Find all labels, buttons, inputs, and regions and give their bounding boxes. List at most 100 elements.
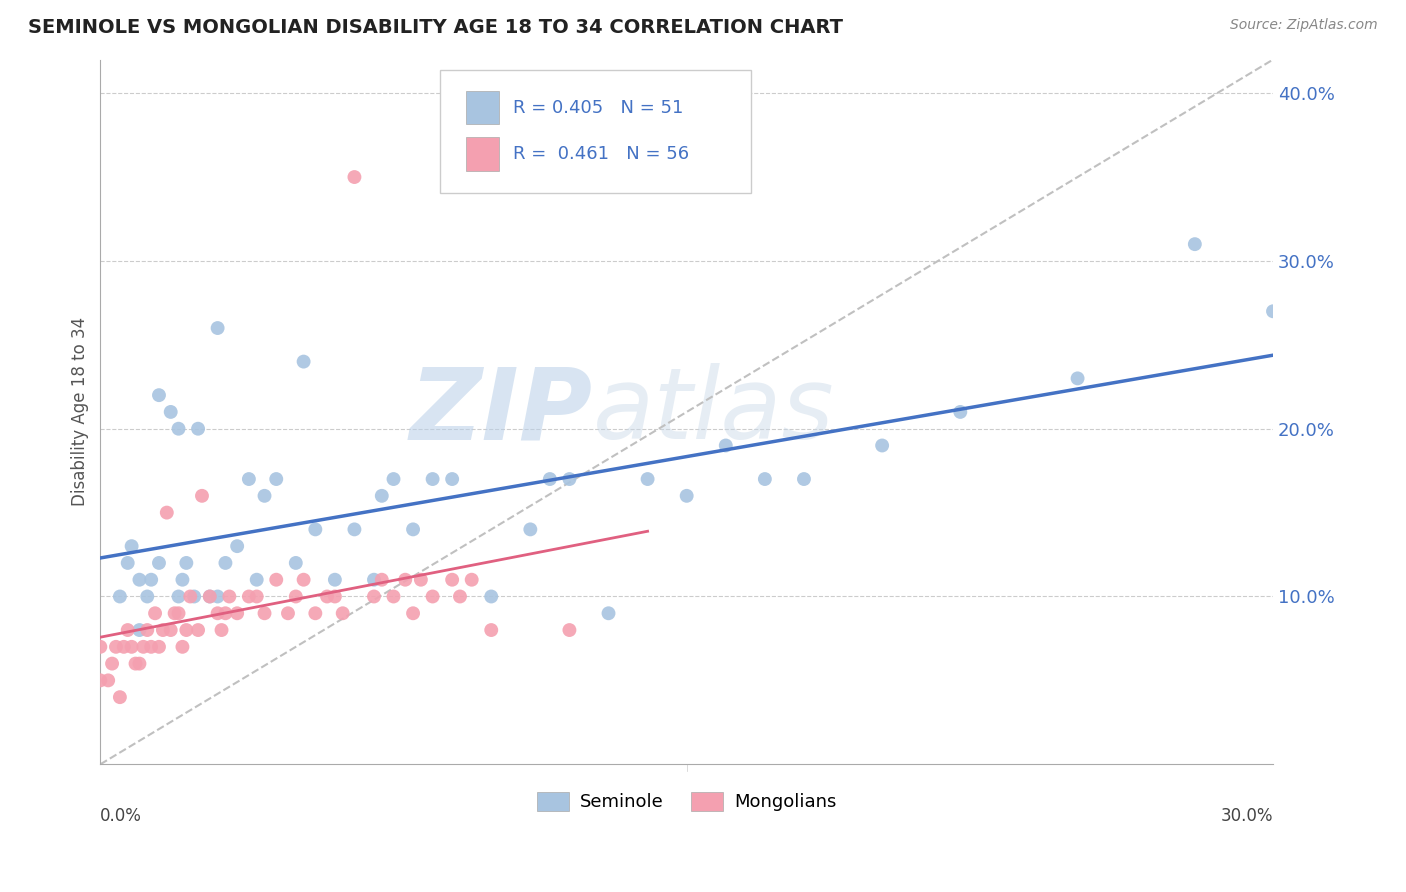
Point: [214, 556, 236, 570]
Point: [187, 422, 209, 436]
Point: [371, 489, 394, 503]
Legend: Seminole, Mongolians: Seminole, Mongolians: [530, 785, 844, 819]
Point: [238, 472, 260, 486]
Text: R = 0.405   N = 51: R = 0.405 N = 51: [513, 98, 683, 117]
Point: [598, 607, 620, 621]
Point: [207, 607, 229, 621]
Point: [363, 573, 385, 587]
Point: [382, 590, 405, 604]
Point: [187, 623, 209, 637]
Point: [343, 522, 366, 536]
Point: [226, 607, 249, 621]
Point: [207, 321, 229, 335]
Point: [152, 623, 174, 637]
Point: [128, 623, 150, 637]
Point: [264, 472, 287, 486]
Point: [363, 590, 385, 604]
Point: [172, 573, 194, 587]
Point: [218, 590, 240, 604]
Point: [422, 472, 444, 486]
Point: [323, 573, 346, 587]
Point: [156, 506, 179, 520]
Point: [121, 640, 143, 654]
Text: ZIP: ZIP: [411, 363, 593, 460]
Point: [179, 590, 201, 604]
Point: [754, 472, 776, 486]
Point: [422, 590, 444, 604]
Point: [870, 438, 893, 452]
Point: [253, 607, 276, 621]
Point: [402, 607, 425, 621]
Point: [124, 657, 146, 671]
Point: [141, 640, 163, 654]
Point: [183, 590, 205, 604]
Point: [136, 590, 159, 604]
Point: [101, 657, 124, 671]
Point: [394, 573, 416, 587]
Point: [143, 607, 166, 621]
Point: [198, 590, 221, 604]
Point: [253, 489, 276, 503]
Point: [108, 590, 131, 604]
Point: [441, 472, 464, 486]
Point: [1261, 304, 1284, 318]
Point: [1066, 371, 1088, 385]
Point: [198, 590, 221, 604]
Point: [1184, 237, 1206, 252]
Text: R =  0.461   N = 56: R = 0.461 N = 56: [513, 145, 689, 163]
Point: [246, 573, 269, 587]
Point: [132, 640, 155, 654]
Point: [163, 607, 186, 621]
Point: [292, 573, 315, 587]
Point: [949, 405, 972, 419]
Point: [167, 590, 190, 604]
Point: [323, 590, 346, 604]
Point: [148, 556, 170, 570]
Point: [538, 472, 561, 486]
Point: [304, 607, 326, 621]
Point: [246, 590, 269, 604]
Point: [121, 539, 143, 553]
Point: [637, 472, 659, 486]
Point: [141, 573, 163, 587]
Point: [793, 472, 815, 486]
Point: [207, 590, 229, 604]
Point: [104, 640, 127, 654]
Point: [117, 623, 139, 637]
Point: [128, 573, 150, 587]
Point: [402, 522, 425, 536]
Point: [292, 354, 315, 368]
Point: [460, 573, 482, 587]
Point: [479, 590, 502, 604]
Point: [558, 472, 581, 486]
FancyBboxPatch shape: [440, 70, 751, 194]
Point: [264, 573, 287, 587]
Point: [108, 690, 131, 705]
Point: [519, 522, 541, 536]
Point: [214, 607, 236, 621]
Text: 30.0%: 30.0%: [1220, 806, 1272, 824]
Point: [148, 640, 170, 654]
Point: [284, 590, 307, 604]
Text: SEMINOLE VS MONGOLIAN DISABILITY AGE 18 TO 34 CORRELATION CHART: SEMINOLE VS MONGOLIAN DISABILITY AGE 18 …: [28, 18, 844, 37]
Point: [449, 590, 471, 604]
Point: [238, 590, 260, 604]
Point: [176, 623, 198, 637]
Point: [89, 640, 111, 654]
Text: atlas: atlas: [593, 363, 835, 460]
Point: [136, 623, 159, 637]
Point: [112, 640, 135, 654]
Bar: [467, 137, 499, 171]
Point: [128, 657, 150, 671]
Point: [211, 623, 233, 637]
Point: [159, 405, 181, 419]
Point: [277, 607, 299, 621]
Point: [284, 556, 307, 570]
Text: Source: ZipAtlas.com: Source: ZipAtlas.com: [1230, 18, 1378, 32]
Point: [159, 623, 181, 637]
Point: [371, 573, 394, 587]
Point: [89, 673, 111, 688]
Point: [343, 169, 366, 184]
Point: [316, 590, 339, 604]
Point: [558, 623, 581, 637]
